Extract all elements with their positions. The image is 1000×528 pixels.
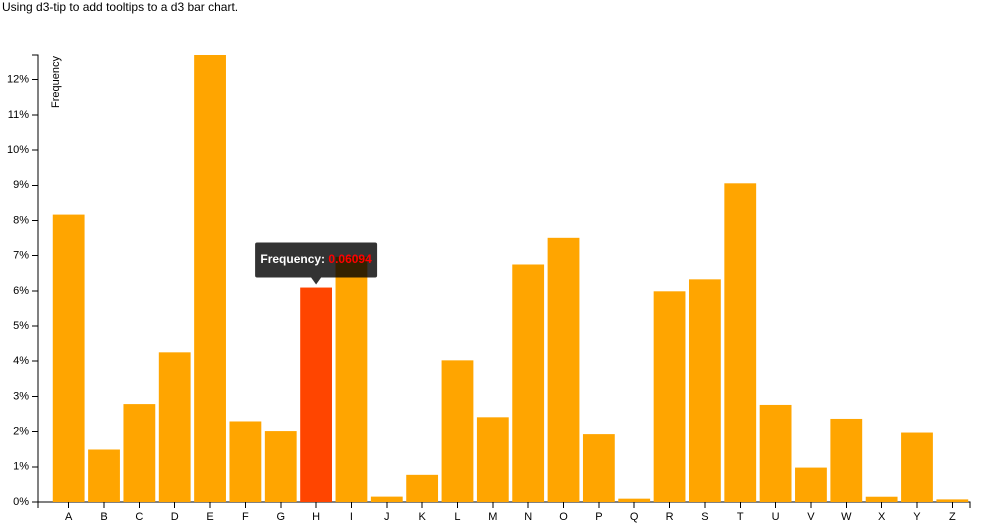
bar	[512, 264, 545, 502]
x-tick-label: H	[312, 511, 320, 523]
bar	[406, 474, 439, 502]
y-tick-label: 8%	[13, 214, 29, 226]
x-tick-label: F	[242, 511, 249, 523]
tooltip: Frequency: 0.06094	[255, 242, 378, 285]
x-tick-label: O	[559, 511, 568, 523]
x-tick-label: S	[701, 511, 708, 523]
y-tick-label: 12%	[7, 74, 29, 86]
bar	[653, 291, 686, 502]
y-tick-label: 3%	[13, 390, 29, 402]
tooltip-box	[255, 242, 378, 278]
bar	[194, 55, 226, 502]
x-tick-label: E	[206, 511, 213, 523]
y-tick-label: 6%	[13, 285, 29, 297]
bar	[370, 496, 403, 502]
x-tick-label: D	[171, 511, 179, 523]
tooltip-text: Frequency: 0.06094	[260, 252, 372, 266]
bar	[865, 496, 898, 502]
y-tick-label: 0%	[13, 496, 29, 508]
bar	[759, 404, 792, 502]
x-tick-label: Q	[630, 511, 639, 523]
bar	[229, 421, 262, 502]
y-tick-label: 4%	[13, 355, 29, 367]
bar	[901, 432, 933, 502]
x-tick-label: A	[65, 511, 73, 523]
x-tick-label: W	[841, 511, 852, 523]
bar	[123, 404, 156, 502]
x-tick-label: C	[135, 511, 143, 523]
y-tick-label: 10%	[7, 144, 29, 156]
bar	[936, 499, 969, 502]
y-tick-label: 9%	[13, 179, 29, 191]
x-tick-label: J	[384, 511, 390, 523]
x-tick-label: U	[772, 511, 780, 523]
bar	[158, 352, 191, 502]
x-tick-label: V	[807, 511, 815, 523]
y-tick-label: 1%	[13, 461, 29, 473]
bar	[582, 434, 615, 502]
x-axis	[37, 501, 971, 508]
x-tick-label: B	[100, 511, 107, 523]
y-axis	[32, 54, 39, 503]
tooltip-value: 0.06094	[328, 252, 372, 266]
bar	[688, 279, 721, 502]
x-tick-label: I	[350, 511, 353, 523]
x-tick-label: R	[666, 511, 674, 523]
y-tick-label: 5%	[13, 320, 29, 332]
chart-title: Using d3-tip to add tooltips to a d3 bar…	[2, 0, 238, 14]
x-tick-label: X	[878, 511, 886, 523]
y-tick-label: 2%	[13, 426, 29, 438]
bar	[724, 183, 757, 503]
bar	[795, 467, 827, 502]
x-tick-label: M	[488, 511, 497, 523]
bar	[52, 214, 85, 502]
bar	[335, 256, 368, 502]
bar	[476, 417, 509, 502]
bar	[264, 431, 297, 502]
x-tick-label: K	[418, 511, 426, 523]
bar	[88, 449, 120, 502]
bar	[830, 418, 863, 502]
x-tick-label: Y	[913, 511, 921, 523]
bar	[441, 360, 474, 502]
tooltip-label: Frequency:	[260, 252, 325, 266]
tooltip-arrow	[311, 277, 322, 285]
y-tick-label: 7%	[13, 250, 29, 262]
bar	[547, 237, 580, 502]
bar	[300, 287, 333, 502]
y-tick-label: 11%	[8, 109, 29, 121]
x-tick-label: G	[276, 511, 285, 523]
y-axis-label: Frequency	[50, 56, 62, 108]
x-tick-label: N	[524, 511, 532, 523]
x-tick-label: T	[737, 511, 744, 523]
x-tick-label: Z	[949, 511, 956, 523]
x-tick-label: L	[454, 511, 460, 523]
bar	[618, 498, 651, 502]
x-tick-label: P	[595, 511, 602, 523]
